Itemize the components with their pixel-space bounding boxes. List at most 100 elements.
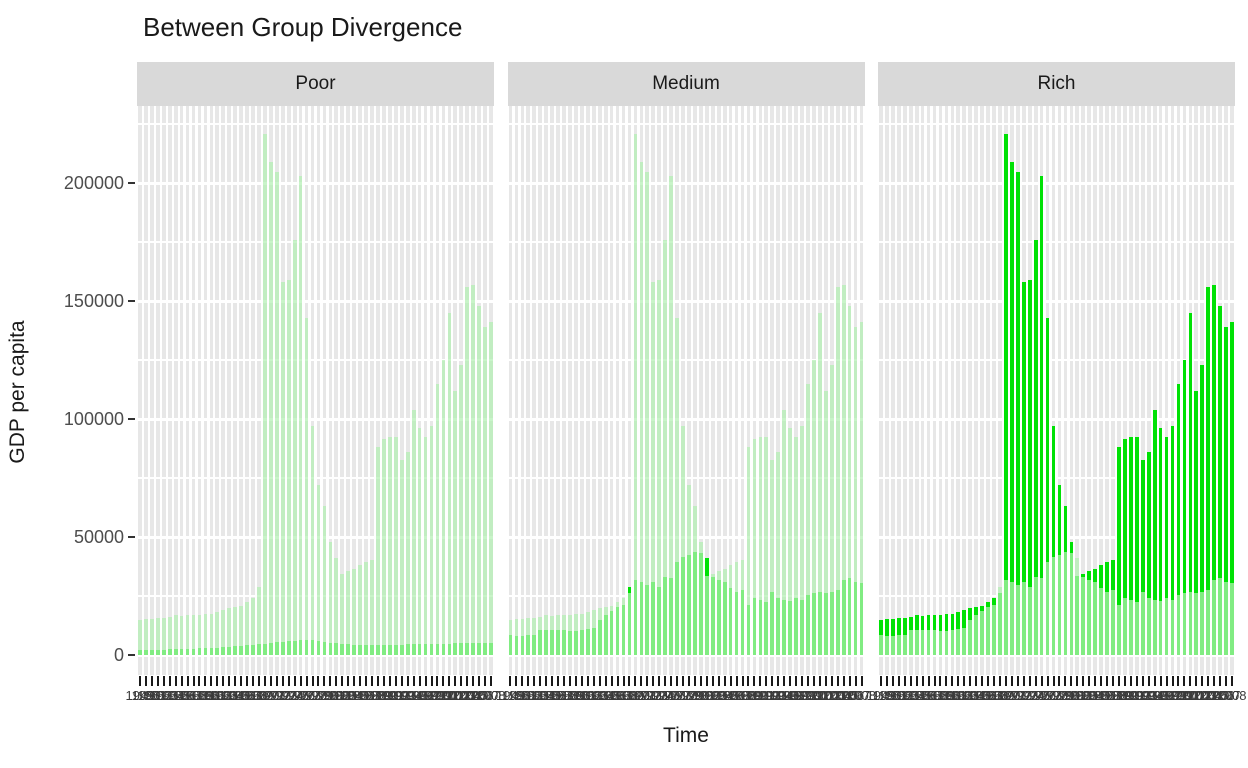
x-tick-label: 1957: [914, 688, 944, 703]
category-stripe: [1134, 106, 1139, 675]
x-tick-mark: [1106, 676, 1109, 686]
context-bar: [633, 133, 638, 655]
category-stripe: [621, 106, 626, 675]
category-stripe: [556, 106, 560, 675]
category-stripe: [699, 106, 703, 675]
x-tick-label: 2000: [799, 688, 829, 703]
context-bar: [477, 305, 481, 655]
context-bar: [316, 485, 321, 655]
context-bar: [483, 327, 487, 655]
context-bar: [818, 313, 822, 655]
x-tick-label: 1965: [591, 688, 621, 703]
context-bar: [568, 614, 572, 655]
x-tick-label: 1955: [902, 688, 932, 703]
context-bar: [1093, 581, 1098, 655]
x-tick-label: 1963: [208, 688, 238, 703]
x-tick-label: 1983: [1068, 688, 1098, 703]
x-tick-mark: [842, 676, 845, 686]
context-bar: [1004, 580, 1008, 655]
x-tick-label: 1976: [1027, 688, 1057, 703]
x-tick-mark: [539, 676, 542, 686]
facet-strip: Poor: [137, 62, 494, 106]
facet-plot-panel: [878, 106, 1235, 675]
context-bar: [823, 390, 828, 655]
gridline-minor: [878, 123, 1235, 126]
category-stripe: [526, 106, 531, 675]
x-tick-label: 1959: [185, 688, 214, 703]
x-tick-mark: [951, 676, 954, 686]
context-bar: [423, 436, 428, 655]
x-tick-mark: [515, 676, 518, 686]
context-bar: [580, 613, 584, 655]
x-tick-label: 1998: [1158, 688, 1187, 703]
x-tick-label: 1967: [973, 688, 1003, 703]
x-tick-mark: [168, 676, 171, 686]
x-tick-label: 1960: [561, 688, 591, 703]
context-bar: [465, 287, 470, 655]
x-tick-mark: [741, 676, 744, 686]
x-tick-mark: [586, 676, 589, 686]
x-tick-label: 1978: [1039, 688, 1068, 703]
x-tick-mark: [628, 676, 631, 686]
context-bar: [968, 620, 973, 655]
context-bar: [197, 614, 202, 655]
context-bar: [447, 313, 452, 655]
gridline-major: [507, 299, 865, 303]
x-tick-label: 1984: [333, 688, 363, 703]
context-bar: [310, 426, 315, 655]
x-tick-mark: [1213, 676, 1216, 686]
category-stripe: [716, 106, 721, 675]
x-tick-mark: [921, 676, 924, 686]
x-tick-mark: [394, 676, 397, 686]
x-tick-label: 1997: [1152, 688, 1182, 703]
x-tick-mark: [1070, 676, 1073, 686]
context-bar: [879, 634, 883, 655]
context-bar: [1176, 595, 1181, 655]
gridline-major: [137, 299, 494, 303]
x-tick-label: 1973: [1009, 688, 1039, 703]
context-bar: [227, 607, 232, 655]
x-tick-mark: [257, 676, 260, 686]
context-bar: [550, 615, 554, 655]
x-tick-label: 1985: [710, 688, 740, 703]
context-bar: [1027, 587, 1032, 655]
category-stripe: [221, 106, 226, 675]
context-bar: [274, 171, 279, 655]
x-tick-label: 2008: [476, 688, 506, 703]
x-tick-mark: [299, 676, 302, 686]
x-tick-mark: [365, 676, 368, 686]
x-tick-mark: [848, 676, 851, 686]
category-stripe: [1093, 106, 1098, 675]
x-tick-mark: [563, 676, 566, 686]
highlight-bar: [1033, 239, 1038, 655]
context-bar: [322, 506, 327, 655]
x-tick-mark: [424, 676, 427, 686]
highlight-bar: [1206, 287, 1211, 655]
x-tick-mark: [527, 676, 530, 686]
x-tick-label: 1972: [632, 688, 662, 703]
context-bar: [1170, 600, 1175, 655]
context-bar: [950, 630, 955, 655]
context-bar: [138, 619, 142, 655]
category-stripe: [992, 106, 996, 675]
x-tick-label: 1964: [214, 688, 244, 703]
x-tick-mark: [454, 676, 457, 686]
context-bar: [806, 383, 810, 655]
x-tick-mark: [490, 676, 493, 686]
x-tick-mark: [957, 676, 960, 686]
x-tick-label: 1961: [937, 688, 967, 703]
x-tick-label: 2003: [446, 688, 476, 703]
x-tick-mark: [664, 676, 667, 686]
context-bar: [800, 426, 804, 655]
gridline-minor: [507, 595, 865, 598]
facet-strip: Rich: [878, 62, 1235, 106]
category-stripe: [902, 106, 907, 675]
category-stripe: [251, 106, 255, 675]
context-bar: [853, 327, 858, 655]
x-tick-mark: [442, 676, 445, 686]
category-stripe: [968, 106, 973, 675]
category-stripe: [764, 106, 769, 675]
category-stripe: [794, 106, 798, 675]
x-tick-mark: [652, 676, 655, 686]
x-tick-mark: [509, 676, 512, 686]
